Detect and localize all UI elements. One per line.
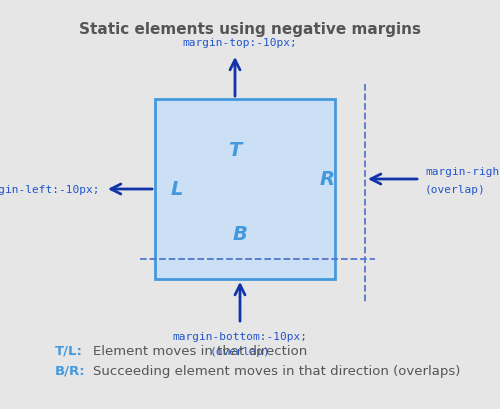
Text: (overlap): (overlap) — [425, 184, 486, 195]
Text: T/L:: T/L: — [55, 344, 83, 357]
Text: margin-right:-10px;: margin-right:-10px; — [425, 166, 500, 177]
Text: B/R:: B/R: — [55, 364, 86, 377]
Text: margin-bottom:-10px;: margin-bottom:-10px; — [172, 331, 308, 341]
Text: Element moves in that direction: Element moves in that direction — [93, 344, 307, 357]
Bar — [155, 100, 335, 279]
Text: Succeeding element moves in that direction (overlaps): Succeeding element moves in that directi… — [93, 364, 461, 377]
Text: R: R — [320, 170, 334, 189]
Text: Static elements using negative margins: Static elements using negative margins — [79, 22, 421, 37]
Text: margin-top:-10px;: margin-top:-10px; — [182, 38, 298, 48]
Text: B: B — [232, 225, 248, 244]
Text: T: T — [228, 141, 241, 160]
Text: margin-left:-10px;: margin-left:-10px; — [0, 184, 100, 195]
Text: L: L — [171, 180, 183, 199]
Text: (overlap): (overlap) — [210, 346, 270, 356]
